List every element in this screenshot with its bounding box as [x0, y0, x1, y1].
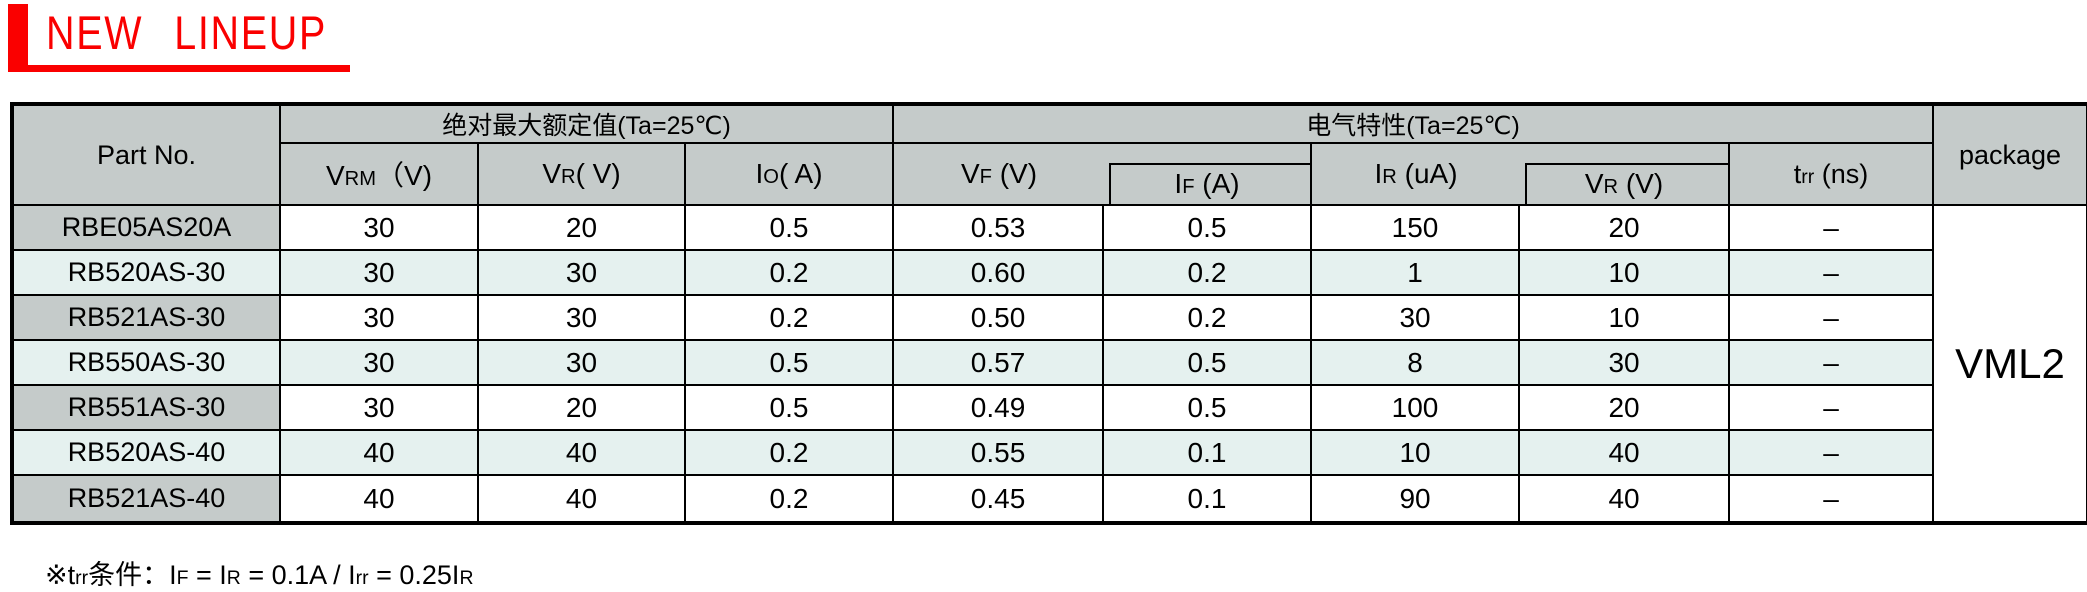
cell-ir: 30	[1312, 296, 1521, 341]
cell-ir: 8	[1312, 341, 1521, 386]
cell-vr: 20	[1520, 386, 1731, 431]
cell-vf: 0.60	[894, 251, 1105, 296]
cell-if: 0.5	[1104, 341, 1313, 386]
col-header-trr: trr (ns)	[1730, 144, 1935, 206]
electrical-characteristics-header: 电气特性(Ta=25℃)	[894, 106, 1935, 144]
table-row: RB551AS-30 30 20 0.5 0.49 0.5 100 20 –	[14, 386, 2086, 431]
header-row-groups: Part No. 绝对最大额定值(Ta=25℃) 电气特性(Ta=25℃) pa…	[14, 106, 2087, 206]
cell-vrm: 30	[281, 386, 479, 431]
cell-io: 0.5	[686, 206, 895, 251]
table-body: RBE05AS20A 30 20 0.5 0.53 0.5 150 20 – V…	[14, 206, 2087, 521]
cell-vf: 0.49	[894, 386, 1105, 431]
table-row: RB520AS-30 30 30 0.2 0.60 0.2 1 10 –	[14, 251, 2086, 296]
table-row: RBE05AS20A 30 20 0.5 0.53 0.5 150 20 – V…	[14, 206, 2087, 521]
cell-io: 0.2	[686, 296, 895, 341]
cell-vrm: 30	[281, 251, 479, 296]
cell-vr: 10	[1520, 251, 1731, 296]
cell-ir: 1	[1312, 251, 1521, 296]
cell-vr: 20	[1520, 206, 1731, 251]
cell-trr: –	[1730, 341, 1935, 386]
cell-trr: –	[1730, 386, 1935, 431]
cell-vr: 40	[1520, 476, 1731, 521]
col-header-vf: VF (V)	[894, 144, 1105, 206]
cell-ir: 10	[1312, 431, 1521, 476]
table-row: RB521AS-30 30 30 0.2 0.50 0.2 30 10 –	[14, 296, 2086, 341]
col-header-vrm: VRM（V)	[281, 144, 479, 206]
cell-io: 0.2	[686, 476, 895, 521]
cell-vrm: 30	[281, 341, 479, 386]
cell-trr: –	[1730, 296, 1935, 341]
cell-vf: 0.53	[894, 206, 1105, 251]
cell-vrm: 30	[281, 206, 479, 251]
cell-vr: 30	[1520, 341, 1731, 386]
cell-part-no: RB521AS-30	[14, 296, 281, 341]
col-header-vr: VR (V)	[1520, 144, 1731, 206]
cell-trr: –	[1730, 206, 1935, 251]
cell-vrm: 40	[281, 431, 479, 476]
cell-vr-max: 30	[479, 296, 686, 341]
cell-if: 0.2	[1104, 251, 1313, 296]
cell-vr: 40	[1520, 431, 1731, 476]
cell-ir: 100	[1312, 386, 1521, 431]
cell-part-no: RB550AS-30	[14, 341, 281, 386]
cell-if: 0.1	[1104, 431, 1313, 476]
cell-vf: 0.50	[894, 296, 1105, 341]
col-header-if: IF (A)	[1104, 144, 1313, 206]
cell-vf: 0.57	[894, 341, 1105, 386]
cell-trr: –	[1730, 476, 1935, 521]
cell-vrm: 30	[281, 296, 479, 341]
title-underline	[28, 65, 350, 72]
cell-vr-max: 20	[479, 206, 686, 251]
cell-vr: 10	[1520, 296, 1731, 341]
cell-part-no: RB520AS-40	[14, 431, 281, 476]
cell-trr: –	[1730, 431, 1935, 476]
title-accent-bar	[8, 4, 28, 72]
table-row: RB521AS-40 40 40 0.2 0.45 0.1 90 40 –	[14, 476, 2086, 521]
table-row: RB550AS-30 30 30 0.5 0.57 0.5 8 30 –	[14, 341, 2086, 386]
cell-io: 0.5	[686, 386, 895, 431]
part-no-header: Part No.	[14, 106, 281, 206]
cell-part-no: RBE05AS20A	[14, 206, 281, 251]
cell-vrm: 40	[281, 476, 479, 521]
cell-part-no: RB521AS-40	[14, 476, 281, 521]
cell-part-no: RB520AS-30	[14, 251, 281, 296]
cell-if: 0.1	[1104, 476, 1313, 521]
cell-part-no: RB551AS-30	[14, 386, 281, 431]
page-title: NEW LINEUP	[46, 6, 327, 59]
cell-io: 0.2	[686, 251, 895, 296]
spec-table: Part No. 绝对最大额定值(Ta=25℃) 电气特性(Ta=25℃) pa…	[10, 102, 2087, 525]
cell-ir: 90	[1312, 476, 1521, 521]
cell-io: 0.2	[686, 431, 895, 476]
title-block: NEW LINEUP	[0, 0, 700, 90]
col-header-ir: IR (uA)	[1312, 144, 1521, 206]
cell-ir: 150	[1312, 206, 1521, 251]
cell-trr: –	[1730, 251, 1935, 296]
cell-vf: 0.55	[894, 431, 1105, 476]
abs-max-ratings-header: 绝对最大额定值(Ta=25℃)	[281, 106, 895, 144]
cell-vf: 0.45	[894, 476, 1105, 521]
table-row: RB520AS-40 40 40 0.2 0.55 0.1 10 40 –	[14, 431, 2086, 476]
package-cell: VML2	[1934, 206, 2087, 521]
col-header-vr-max: VR( V)	[479, 144, 686, 206]
cell-if: 0.5	[1104, 386, 1313, 431]
cell-vr-max: 30	[479, 341, 686, 386]
cell-vr-max: 20	[479, 386, 686, 431]
cell-if: 0.2	[1104, 296, 1313, 341]
cell-io: 0.5	[686, 341, 895, 386]
header-row-columns: VRM（V) VR( V) IO( A) VF (V) IF (A) IR (u…	[14, 144, 2086, 206]
cell-vr-max: 30	[479, 251, 686, 296]
package-header: package	[1934, 106, 2087, 206]
cell-if: 0.5	[1104, 206, 1313, 251]
cell-vr-max: 40	[479, 431, 686, 476]
col-header-io: IO( A)	[686, 144, 895, 206]
footnote: ※trr条件：IF = IR = 0.1A / Irr = 0.25IR	[45, 560, 474, 590]
cell-vr-max: 40	[479, 476, 686, 521]
